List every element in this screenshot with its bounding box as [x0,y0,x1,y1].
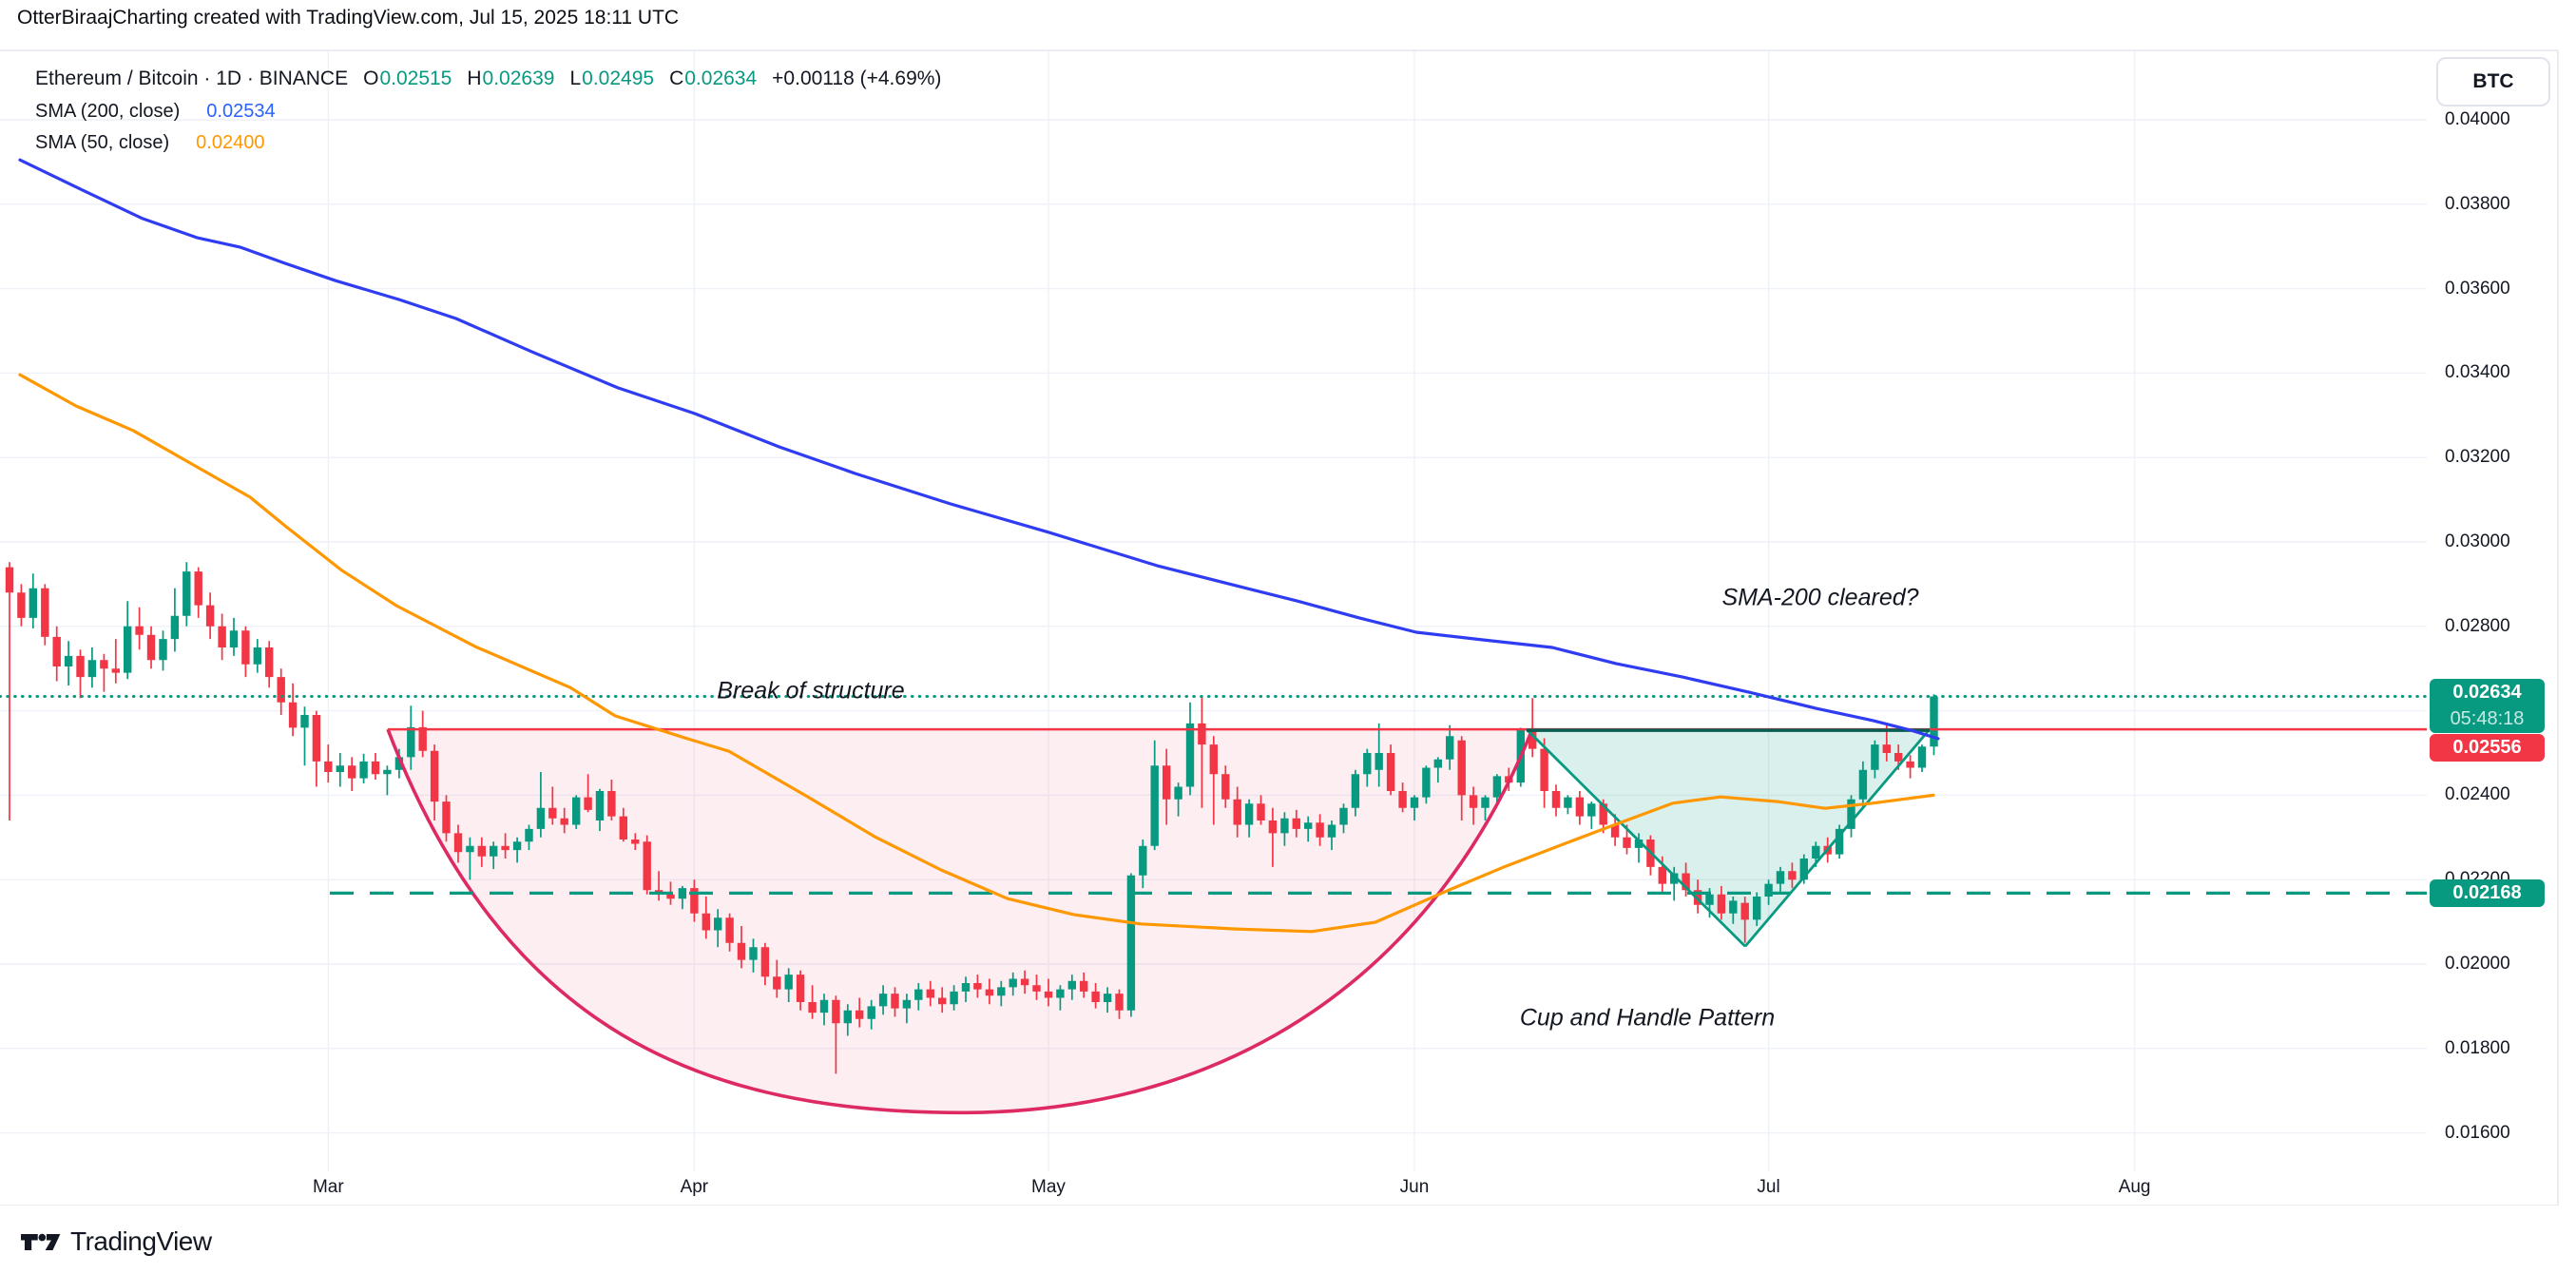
price-tick-label: 0.01600 [2445,1122,2510,1143]
sma50-value: 0.02400 [196,132,265,153]
price-tick-label: 0.01800 [2445,1037,2510,1058]
legend-symbol-title[interactable]: Ethereum / Bitcoin · 1D · BINANCE [35,68,349,89]
legend-close: C 0.02634 [669,68,758,89]
price-tick-label: 0.02000 [2445,954,2510,974]
current-price-value: 0.02634 [2452,681,2522,703]
footer-bar: TradingView [0,1206,2576,1274]
price-tick-label: 0.03400 [2445,362,2510,383]
resistance-price-badge: 0.02556 [2430,734,2545,762]
price-tick-label: 0.02400 [2445,784,2510,805]
support-price-badge: 0.02168 [2430,878,2545,907]
time-tick-label: Jun [1399,1177,1430,1197]
price-axis[interactable] [2427,50,2558,1171]
legend-symbol-row[interactable]: Ethereum / Bitcoin · 1D · BINANCE O 0.025… [35,68,941,90]
time-tick-label: Mar [312,1177,344,1197]
legend-change: +0.00118 (+4.69%) [772,68,942,89]
price-tick-label: 0.03600 [2445,278,2510,299]
current-price-badge: 0.02634 05:48:18 [2430,678,2545,733]
bar-countdown: 05:48:18 [2450,707,2525,729]
legend-sma50-row[interactable]: SMA (50, close) 0.02400 [35,132,264,154]
tradingview-wordmark: TradingView [70,1226,212,1256]
attribution-text: OtterBiraajCharting created with Trading… [17,7,680,29]
currency-toggle-button[interactable]: BTC [2436,57,2550,106]
price-tick-label: 0.03200 [2445,447,2510,468]
annotation-break-of-structure[interactable]: Break of structure [717,677,905,705]
sma200-value: 0.02534 [206,101,276,122]
price-tick-label: 0.03000 [2445,531,2510,551]
tradingview-logo[interactable]: TradingView [21,1226,212,1257]
time-tick-label: Aug [2118,1177,2151,1197]
tradingview-logo-icon [21,1233,61,1250]
price-tick-label: 0.04000 [2445,109,2510,129]
time-tick-label: Jul [1757,1177,1780,1197]
price-tick-label: 0.02800 [2445,615,2510,636]
legend-low: L 0.02495 [569,68,655,89]
annotation-cup-and-handle[interactable]: Cup and Handle Pattern [1519,1004,1776,1032]
legend-open: O 0.02515 [363,68,452,89]
sma200-label: SMA (200, close) [35,101,181,122]
legend-sma200-row[interactable]: SMA (200, close) 0.02534 [35,101,276,123]
annotation-sma200-cleared[interactable]: SMA-200 cleared? [1721,584,1919,611]
legend-high: H 0.02639 [467,68,555,89]
time-axis[interactable] [0,1171,2427,1206]
time-tick-label: Apr [680,1177,709,1197]
time-tick-label: May [1031,1177,1066,1197]
sma50-label: SMA (50, close) [35,132,170,153]
price-tick-label: 0.03800 [2445,193,2510,214]
